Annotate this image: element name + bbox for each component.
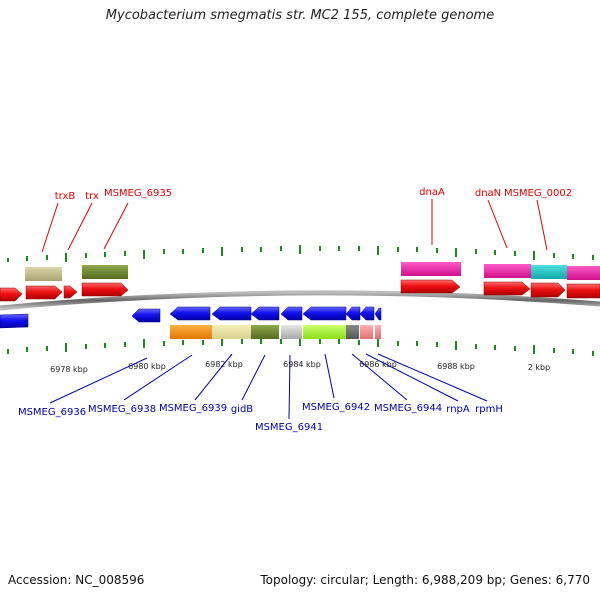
scale-label: 2 kbp xyxy=(528,363,550,372)
gene-label-msmeg-6942[interactable]: MSMEG_6942 xyxy=(302,402,370,413)
gene-box-msmeg-6942[interactable] xyxy=(303,325,346,339)
gene-label-msmeg-6938[interactable]: MSMEG_6938 xyxy=(88,404,156,415)
genome-title: Mycobacterium smegmatis str. MC2 155, co… xyxy=(105,8,495,23)
scale-label: 6986 kbp xyxy=(359,360,397,369)
gene-label-msmeg-6941[interactable]: MSMEG_6941 xyxy=(255,422,323,433)
gene-label-dnaa[interactable]: dnaA xyxy=(419,187,445,198)
scale-label: 6980 kbp xyxy=(128,362,166,371)
gene-box-next[interactable] xyxy=(567,266,600,280)
gene-box-msmeg-0002[interactable] xyxy=(531,265,567,279)
forward-cog-row xyxy=(25,262,600,281)
accession-text: Accession: NC_008596 xyxy=(8,573,145,587)
cds-arrow-reverse[interactable] xyxy=(250,306,280,321)
gene-label-trx[interactable]: trx xyxy=(85,191,99,202)
cds-arrow-forward[interactable] xyxy=(400,279,461,294)
upper-tick-row xyxy=(7,245,594,262)
gene-box-trx[interactable] xyxy=(25,267,62,281)
gene-box-msmeg-6941[interactable] xyxy=(281,325,302,339)
lower-tick-row xyxy=(7,337,594,356)
gene-label-msmeg-6935[interactable]: MSMEG_6935 xyxy=(104,188,172,199)
forward-leader-lines xyxy=(41,199,548,253)
forward-cds-row xyxy=(0,279,600,302)
cds-arrow-reverse[interactable] xyxy=(302,306,347,321)
gene-label-msmeg-6944[interactable]: MSMEG_6944 xyxy=(374,403,442,414)
scale-label: 6984 kbp xyxy=(283,360,321,369)
gene-box-msmeg-6939[interactable] xyxy=(212,325,251,339)
gene-box-dnan[interactable] xyxy=(484,264,531,278)
reverse-cog-row xyxy=(170,325,381,339)
scale-label: 6988 kbp xyxy=(437,362,475,371)
cds-arrow-forward[interactable] xyxy=(25,285,63,300)
cds-arrow-reverse[interactable] xyxy=(131,308,161,323)
reverse-cds-row xyxy=(0,306,382,329)
gene-box-msmeg-6935[interactable] xyxy=(82,265,128,279)
cds-arrow-forward[interactable] xyxy=(566,283,600,299)
gene-box-msmeg-6944[interactable] xyxy=(346,325,359,339)
cds-arrow-reverse[interactable] xyxy=(211,306,252,321)
cds-arrow-reverse[interactable] xyxy=(374,307,382,321)
gene-label-rpmh[interactable]: rpmH xyxy=(475,404,503,415)
gene-label-msmeg-6936[interactable]: MSMEG_6936 xyxy=(18,407,86,418)
genome-summary-text: Topology: circular; Length: 6,988,209 bp… xyxy=(260,573,590,587)
gene-label-trxb[interactable]: trxB xyxy=(55,191,76,202)
gene-box-gidb[interactable] xyxy=(251,325,279,339)
cds-arrow-forward[interactable] xyxy=(81,282,129,297)
cds-arrow-reverse[interactable] xyxy=(280,306,303,321)
gene-label-rnpa[interactable]: rnpA xyxy=(446,404,470,415)
genome-backbone xyxy=(0,290,600,311)
scale-label: 6978 kbp xyxy=(50,365,88,374)
reverse-leader-lines xyxy=(49,353,488,420)
gene-box-dnaa[interactable] xyxy=(401,262,461,276)
cds-arrow-reverse[interactable] xyxy=(169,306,211,321)
gene-box-msmeg-6938[interactable] xyxy=(170,325,212,339)
gene-box-rnpa[interactable] xyxy=(360,325,373,339)
cds-arrow-reverse[interactable] xyxy=(0,313,29,329)
gene-label-dnan[interactable]: dnaN xyxy=(475,188,501,199)
gene-box-rpmh[interactable] xyxy=(375,325,381,339)
cds-arrow-reverse[interactable] xyxy=(345,306,361,321)
cds-arrow-forward[interactable] xyxy=(483,281,531,296)
cds-arrow-forward[interactable] xyxy=(530,282,566,298)
cds-arrow-forward[interactable] xyxy=(0,287,23,302)
gene-label-msmeg-6939[interactable]: MSMEG_6939 xyxy=(159,403,227,414)
gene-label-msmeg-0002[interactable]: MSMEG_0002 xyxy=(504,188,572,199)
cds-arrow-reverse[interactable] xyxy=(359,306,375,321)
gene-label-gidb[interactable]: gidB xyxy=(231,404,253,415)
cds-arrow-forward[interactable] xyxy=(63,285,78,299)
